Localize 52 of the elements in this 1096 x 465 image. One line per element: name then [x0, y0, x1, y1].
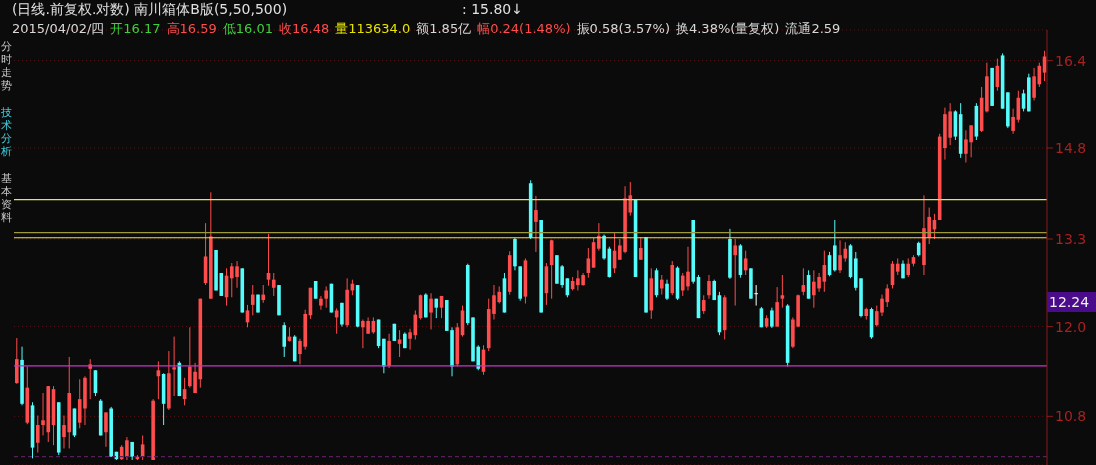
y-tick-label: 14.8	[1055, 139, 1087, 156]
text: 技术分析	[0, 106, 13, 158]
candlestick	[104, 411, 108, 448]
annotation: 开16.17	[110, 20, 161, 38]
annotation: 流通2.59	[785, 20, 841, 38]
candlestick	[733, 238, 737, 307]
candlestick	[271, 272, 276, 297]
candlestick	[172, 336, 176, 397]
candlestick	[707, 274, 711, 300]
annotation: 高16.59	[166, 20, 217, 38]
candlestick	[754, 284, 758, 307]
candlestick	[250, 284, 255, 316]
text: : 15.80↓	[462, 1, 523, 17]
annotation: 低16.01	[222, 20, 273, 38]
candlestick	[534, 195, 538, 253]
candlestick	[665, 279, 669, 301]
candlestick	[88, 358, 93, 400]
candlestick	[906, 257, 911, 278]
candlestick	[1011, 108, 1015, 135]
annotation: 收16.48	[278, 20, 330, 38]
annotation: 额1.85亿	[416, 20, 472, 38]
candlestick	[429, 292, 433, 330]
candlestick	[125, 436, 129, 461]
annotation: 振0.58(3.57%)	[576, 20, 670, 38]
candlestick	[597, 222, 601, 252]
candlestick	[35, 415, 40, 454]
candlestick	[659, 274, 664, 296]
y-tick-label: 12.0	[1055, 318, 1087, 335]
candlestick	[15, 337, 19, 385]
candlestick	[424, 292, 428, 318]
candlestick	[701, 294, 706, 315]
candlestick	[282, 321, 287, 358]
annotation: 2015/04/02/四	[12, 20, 105, 38]
candlestick	[319, 295, 323, 311]
annotation: 换4.38%(量复权)	[675, 20, 780, 38]
y-tick-label: 13.3	[1055, 230, 1087, 247]
text: 12.24	[1047, 292, 1096, 312]
candlestick	[602, 234, 606, 261]
y-tick-label: 10.8	[1055, 408, 1087, 425]
candlestick	[639, 236, 643, 261]
text: 分时走势	[0, 40, 13, 92]
candlestick	[397, 329, 402, 358]
annotation: 量113634.0	[335, 20, 411, 38]
candlestick	[324, 285, 328, 309]
annotation: 幅0.24(1.48%)	[477, 20, 571, 38]
candlestick	[408, 328, 412, 351]
candlestick	[780, 274, 785, 309]
text: 基本资料	[0, 172, 13, 224]
candlestick	[1032, 67, 1036, 101]
candlestick	[770, 307, 774, 329]
chart-title: (日线.前复权.对数) 南川箱体B版(5,50,500)	[12, 1, 288, 19]
y-tick-label: 16.4	[1055, 52, 1087, 69]
